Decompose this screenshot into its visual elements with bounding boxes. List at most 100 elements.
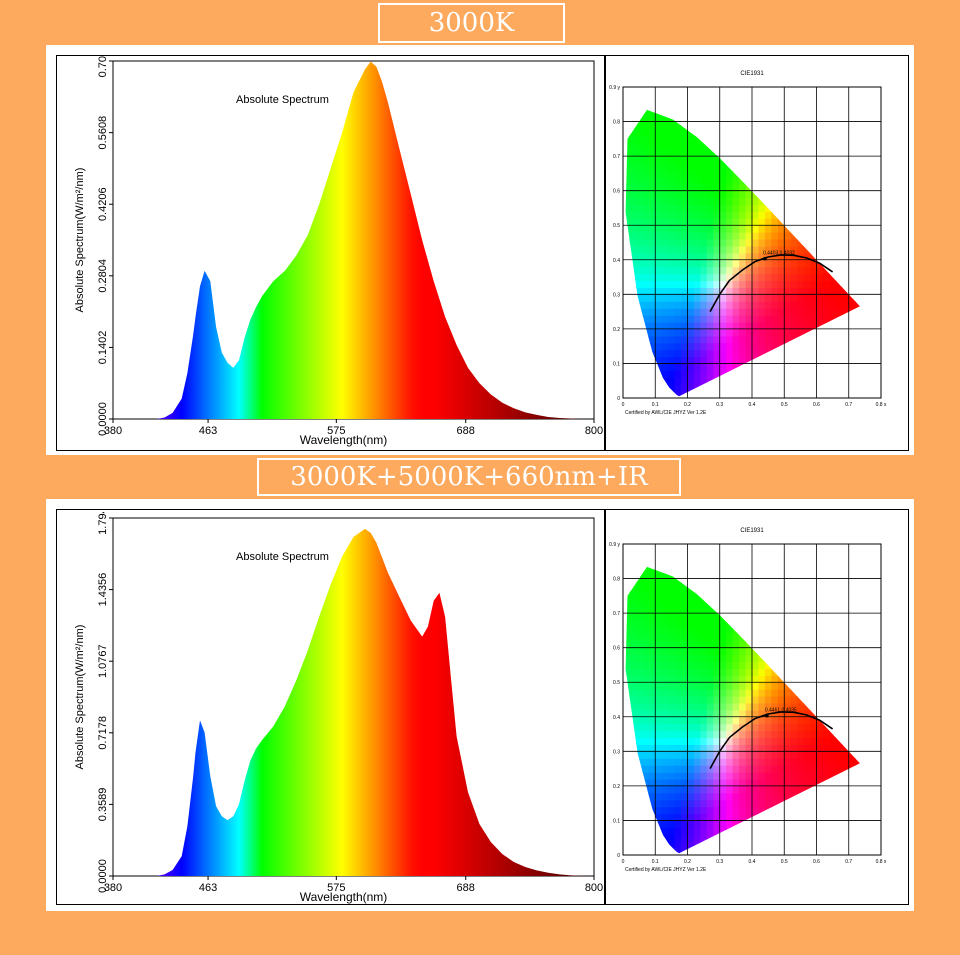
gamut-cell [790, 779, 798, 787]
gamut-cell [726, 266, 734, 275]
gamut-cell [693, 135, 701, 143]
gamut-cell [752, 308, 759, 316]
gamut-cell [777, 315, 785, 323]
gamut-cell [668, 328, 676, 337]
gamut-cell [713, 252, 721, 261]
gamut-cell [713, 322, 721, 330]
gamut-cell [661, 765, 669, 773]
gamut-cell [674, 252, 682, 261]
gamut-cell [790, 772, 798, 780]
gamut-cell [706, 696, 714, 704]
gamut-cell [661, 613, 669, 621]
gamut-cell [752, 723, 759, 732]
gamut-cell [700, 744, 708, 752]
gamut-cell [758, 779, 766, 787]
gamut-cell [764, 792, 772, 801]
gamut-cell [706, 176, 714, 185]
gamut-cell [642, 259, 650, 268]
gamut-cell [693, 640, 701, 649]
gamut-cell [655, 287, 663, 295]
planckian-locus [709, 711, 834, 769]
gamut-cell [635, 668, 643, 676]
gamut-cell [706, 156, 714, 164]
gamut-cell [668, 149, 676, 157]
gamut-cell [700, 273, 708, 282]
gamut-cell [777, 246, 785, 254]
chart-divider [604, 509, 606, 905]
gamut-cell [752, 204, 759, 212]
chromaticity-point [765, 713, 769, 718]
gamut-cell [726, 723, 734, 732]
gamut-cell [706, 675, 714, 683]
gamut-cell [681, 730, 688, 739]
gamut-cell [625, 668, 630, 676]
gamut-cell [661, 703, 669, 711]
gamut-cell [668, 239, 676, 247]
gamut-cell [758, 689, 766, 697]
gamut-cell [661, 758, 669, 766]
gamut-cell [625, 599, 630, 607]
gamut-cell [693, 280, 701, 288]
gamut-cell [797, 315, 805, 323]
gamut-cell [648, 654, 656, 663]
gamut-cell [764, 744, 772, 752]
gamut-cell [771, 675, 779, 683]
gamut-cell [655, 246, 663, 254]
gamut-cell [706, 668, 714, 676]
gamut-cell [674, 723, 682, 732]
gamut-cell [745, 294, 753, 302]
gamut-cell [668, 689, 676, 697]
gamut-cell [668, 163, 676, 171]
gamut-cell [674, 156, 682, 164]
gamut-cell [655, 779, 663, 787]
gamut-cell [693, 294, 701, 302]
gamut-cell [655, 675, 663, 683]
gamut-cell [810, 744, 818, 752]
gamut-cell [758, 328, 766, 337]
gamut-cell [797, 765, 805, 773]
gamut-cell [823, 280, 830, 288]
gamut-cell [719, 785, 727, 794]
gamut-cell [771, 765, 779, 773]
gamut-cell [674, 183, 682, 192]
gamut-cell [681, 349, 688, 358]
gamut-cell [625, 135, 630, 143]
gamut-cell [790, 266, 798, 275]
gamut-cell [713, 280, 721, 288]
gamut-cell [635, 121, 643, 130]
gamut-cell [752, 232, 759, 240]
gamut-cell [719, 772, 727, 780]
gamut-cell [726, 633, 734, 642]
gamut-cell [719, 675, 727, 683]
gamut-cell [642, 668, 650, 676]
gamut-cell [674, 689, 682, 697]
gamut-cell [648, 661, 656, 669]
cie-x-tick-label: 0.8 x [876, 402, 887, 408]
gamut-cell [732, 259, 740, 268]
gamut-cell [752, 765, 759, 773]
gamut-cell [668, 335, 676, 344]
gamut-cell [829, 301, 837, 309]
gamut-cell [719, 626, 727, 635]
gamut-cell [829, 294, 837, 302]
gamut-cell [764, 287, 772, 295]
gamut-cell [693, 342, 701, 351]
gamut-cell [693, 335, 701, 344]
gamut-cell [681, 169, 688, 178]
gamut-cell [816, 301, 824, 309]
y-tick-label: 1.4356 [97, 573, 109, 607]
gamut-cell [655, 218, 663, 226]
gamut-cell [719, 280, 727, 288]
gamut-cell [823, 273, 830, 282]
gamut-cell [719, 744, 727, 752]
cie-x-tick-label: 0.5 [781, 859, 788, 865]
gamut-cell [700, 218, 708, 226]
gamut-cell [635, 613, 643, 621]
gamut-cell [726, 349, 734, 358]
gamut-cell [777, 328, 785, 337]
gamut-cell [726, 806, 734, 815]
gamut-cell [629, 599, 637, 607]
gamut-cell [713, 703, 721, 711]
gamut-cell [758, 342, 766, 351]
gamut-cell [681, 703, 688, 711]
